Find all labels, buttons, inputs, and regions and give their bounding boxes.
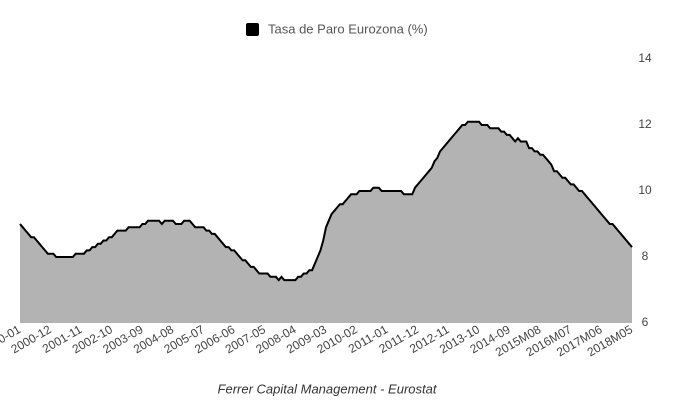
- legend-swatch: [246, 23, 259, 36]
- y-tick-label: 14: [638, 51, 652, 65]
- y-tick-label: 12: [638, 117, 652, 131]
- area: [20, 121, 632, 323]
- y-tick-label: 6: [642, 315, 649, 329]
- y-tick-label: 10: [638, 183, 652, 197]
- line: [19, 120, 633, 282]
- legend-label: Tasa de Paro Eurozona (%): [268, 21, 428, 36]
- caption: Ferrer Capital Management - Eurostat: [218, 381, 438, 396]
- y-tick-label: 8: [642, 249, 649, 263]
